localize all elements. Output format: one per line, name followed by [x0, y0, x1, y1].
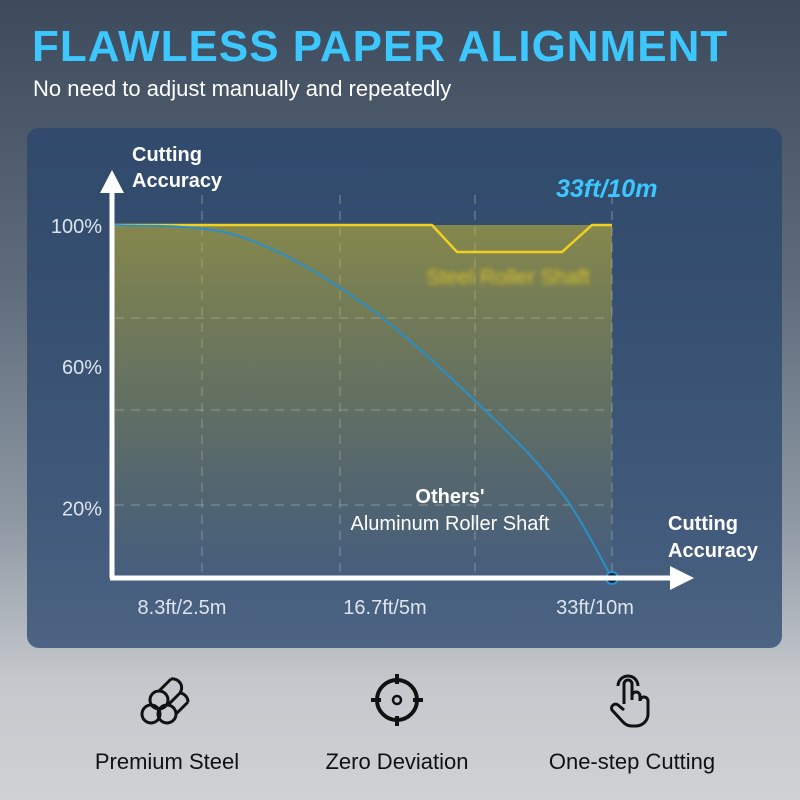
steel-label: Steel Roller Shaft [426, 266, 590, 289]
y-axis-arrow [100, 170, 124, 193]
page-subtitle: No need to adjust manually and repeatedl… [33, 76, 452, 101]
y-tick-label: 60% [62, 357, 102, 379]
x-tick-label: 33ft/10m [556, 597, 634, 619]
crosshair-icon [371, 674, 423, 726]
x-tick-label: 16.7ft/5m [343, 597, 426, 619]
hand-tap-icon [610, 674, 650, 728]
distance-highlight: 33ft/10m [556, 175, 657, 203]
steel-series-line [112, 223, 612, 254]
y-axis-label: Cutting Accuracy [132, 144, 223, 192]
steel-rods-icon [140, 677, 190, 725]
feature-premium-steel: Premium Steel [67, 670, 267, 775]
feature-label: Zero Deviation [325, 749, 469, 774]
feature-label: One-step Cutting [548, 749, 716, 774]
x-axis-arrow [670, 566, 694, 590]
x-tick-label: 8.3ft/2.5m [138, 597, 227, 619]
feature-one-step-cutting: One-step Cutting [532, 670, 732, 775]
steel-area [112, 225, 612, 578]
x-axis-label: Cutting Accuracy [668, 513, 759, 562]
page-title: FLAWLESS PAPER ALIGNMENT [32, 22, 729, 71]
others-label-sub: Aluminum Roller Shaft [351, 513, 550, 535]
y-tick-label: 20% [62, 498, 102, 520]
feature-label: Premium Steel [94, 749, 240, 774]
y-tick-label: 100% [51, 216, 102, 238]
feature-zero-deviation: Zero Deviation [297, 670, 497, 775]
others-series-line [111, 224, 613, 579]
others-label-title: Others' [415, 486, 484, 508]
